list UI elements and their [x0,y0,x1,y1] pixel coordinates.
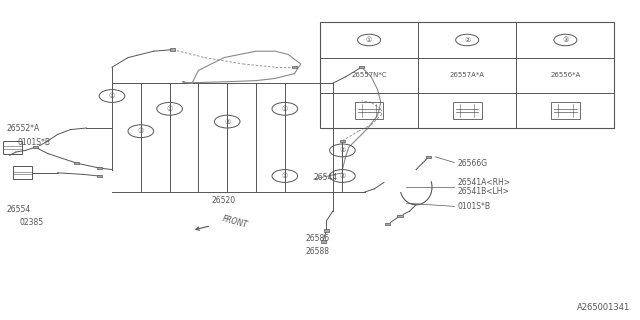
Bar [359,66,364,68]
Text: 26552*A: 26552*A [6,124,40,132]
Text: 26586: 26586 [306,234,330,243]
Text: 26544: 26544 [314,173,338,182]
Bar [453,101,482,119]
Bar [320,22,614,128]
Text: ①: ① [282,106,288,112]
Bar [13,166,32,179]
Bar [340,140,345,142]
Text: 26541A<RH>: 26541A<RH> [458,178,511,187]
Text: 26556*A: 26556*A [550,72,580,78]
Text: ①: ① [366,37,372,43]
Text: ③: ③ [138,128,144,134]
Text: 26557A*A: 26557A*A [450,72,484,78]
Bar [551,101,580,119]
Bar [292,66,297,68]
Text: 26541B<LH>: 26541B<LH> [458,188,509,196]
Bar [426,156,431,158]
Bar [97,167,102,169]
Text: ②: ② [339,173,346,179]
Bar [3,141,22,154]
Text: 26554: 26554 [6,205,31,214]
Text: ①: ① [166,106,173,112]
Text: 26588: 26588 [306,247,330,256]
Text: ②: ② [339,148,346,153]
Text: ③: ③ [562,37,568,43]
Text: 0101S*B: 0101S*B [18,138,51,147]
Text: ②: ② [224,119,230,124]
Text: ①: ① [282,173,288,179]
Bar [324,229,329,232]
Bar [74,162,79,164]
Bar [97,175,102,177]
Text: 26566G: 26566G [458,159,488,168]
Text: ②: ② [464,37,470,43]
Bar [385,223,390,225]
Text: 0101S*B: 0101S*B [458,202,491,211]
Bar [355,101,383,119]
Bar [321,240,326,243]
Text: A265001341: A265001341 [577,303,630,312]
Bar [397,215,403,217]
Text: ①: ① [109,93,115,99]
Bar [33,146,38,148]
Text: 26557N*C: 26557N*C [351,72,387,78]
Text: 02385: 02385 [19,218,44,227]
Text: FRONT: FRONT [221,215,248,230]
Text: 26520: 26520 [211,196,236,204]
Bar [170,48,175,51]
